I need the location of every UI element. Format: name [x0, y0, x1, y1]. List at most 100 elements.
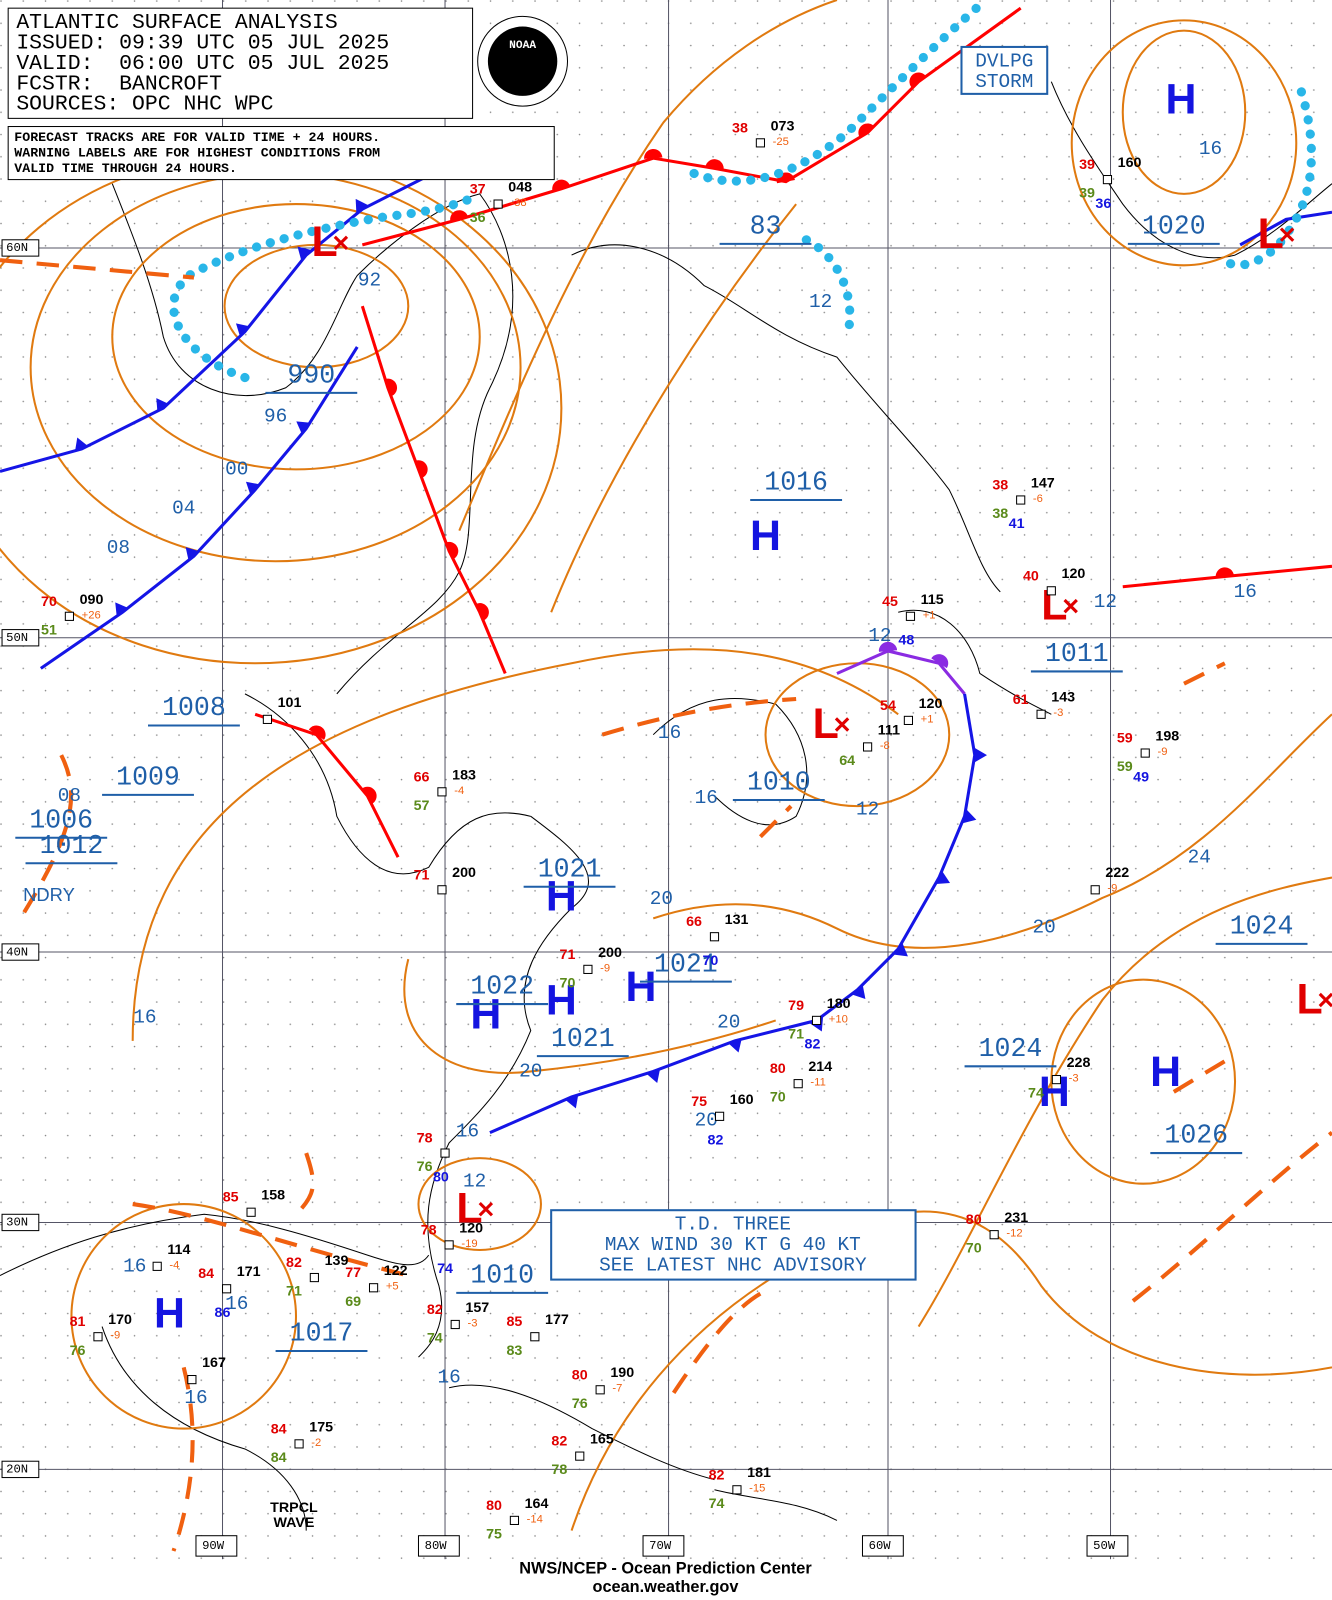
- station-temp: 61: [1013, 692, 1029, 708]
- station-extra: 82: [708, 1133, 724, 1149]
- station-temp: 80: [770, 1061, 786, 1077]
- station-pressure: 073: [771, 118, 795, 134]
- isobar-label: 16: [1234, 581, 1257, 603]
- station: [583, 964, 593, 974]
- station-pressure: 120: [1062, 566, 1086, 582]
- station: [793, 1079, 803, 1089]
- station-dew: 78: [551, 1462, 567, 1478]
- station-tendency: -3: [467, 1317, 477, 1329]
- pressure-label: 1021: [551, 1024, 615, 1054]
- station: [862, 742, 873, 752]
- isobar-label: 08: [107, 537, 130, 559]
- station-dew: 74: [1028, 1086, 1044, 1102]
- station-tendency: -3: [1053, 707, 1063, 719]
- isobar-label: 16: [184, 1387, 207, 1409]
- isobar-label: 20: [717, 1012, 740, 1034]
- station: [444, 1240, 454, 1250]
- isobar-label: 16: [456, 1121, 479, 1143]
- station: [368, 1283, 379, 1293]
- pressure-label: 1020: [1142, 212, 1206, 242]
- station-tendency: -11: [810, 1077, 825, 1089]
- lon-label-box: [1086, 1535, 1129, 1557]
- station: [64, 611, 74, 621]
- lat-label: 30N: [6, 1216, 28, 1230]
- station-temp: 85: [223, 1190, 239, 1206]
- station-pressure: 165: [590, 1432, 614, 1448]
- station-extra: 82: [805, 1037, 821, 1053]
- station-dew: 39: [1079, 186, 1095, 202]
- station-temp: 38: [992, 477, 1008, 493]
- isobar-label: 20: [650, 888, 673, 910]
- station: [437, 787, 447, 797]
- pressure-label: 1016: [764, 468, 828, 498]
- station-dew: 71: [286, 1284, 302, 1300]
- station: [437, 885, 447, 895]
- lon-label-box: [861, 1535, 904, 1557]
- station: [1140, 748, 1150, 758]
- lon-label-box: [417, 1535, 460, 1557]
- station-dew: 83: [506, 1343, 522, 1359]
- station-temp: 70: [41, 594, 57, 610]
- station: [903, 715, 914, 725]
- station: [595, 1385, 605, 1395]
- header-line: SOURCES: OPC NHC WPC: [16, 93, 273, 117]
- station: [309, 1272, 319, 1283]
- station-pressure: 139: [325, 1253, 349, 1269]
- station: [755, 138, 766, 148]
- station-pressure: 200: [452, 865, 476, 881]
- lat-label-box: [1, 1213, 40, 1232]
- isobar-label: 16: [658, 722, 681, 744]
- station-pressure: 160: [730, 1092, 754, 1108]
- station: [1051, 1075, 1062, 1085]
- pressure-label: 1026: [1164, 1121, 1228, 1151]
- station-dew: 71: [788, 1026, 804, 1042]
- lat-label: 20N: [6, 1463, 28, 1477]
- isobar-label: 12: [463, 1171, 486, 1193]
- station-dew: 69: [345, 1294, 361, 1310]
- pressure-label: 83: [750, 212, 782, 242]
- isobar-label: 20: [519, 1061, 542, 1083]
- isobar-label: 04: [172, 497, 195, 519]
- station-dew: 36: [470, 210, 486, 226]
- pressure-label: 1010: [747, 768, 811, 798]
- lat-label-box: [1, 629, 40, 647]
- station-tendency: -9: [110, 1330, 120, 1342]
- lon-label: 50W: [1093, 1539, 1116, 1553]
- station-pressure: 158: [261, 1188, 285, 1204]
- station-pressure: 111: [878, 722, 900, 738]
- note: NDRY: [23, 884, 75, 905]
- station-extra: 80: [433, 1169, 449, 1185]
- isobar-label: 08: [58, 785, 81, 807]
- station-temp: 59: [1117, 731, 1133, 747]
- lon-label: 80W: [425, 1539, 448, 1553]
- station-pressure: 167: [202, 1355, 226, 1371]
- notice-line: VALID TIME THROUGH 24 HOURS.: [14, 161, 237, 176]
- station: [714, 1111, 725, 1121]
- pressure-label: 1006: [29, 805, 93, 835]
- station: [732, 1485, 742, 1495]
- station: [1102, 175, 1113, 185]
- station-tendency: -4: [169, 1259, 179, 1271]
- low-x: [1063, 598, 1078, 614]
- pressure-label: 1024: [979, 1034, 1043, 1064]
- pressure-label: 1017: [290, 1319, 354, 1349]
- station-temp: 38: [732, 120, 748, 136]
- low-x: [1318, 992, 1332, 1008]
- station-pressure: 160: [1118, 155, 1142, 171]
- station: [709, 932, 720, 942]
- station: [1016, 495, 1026, 505]
- low-center: L: [1296, 975, 1322, 1023]
- lon-label: 90W: [202, 1539, 225, 1553]
- logo-text: NOAA: [509, 40, 536, 52]
- high-center: H: [154, 1290, 185, 1338]
- pressure-label: 1012: [40, 831, 104, 861]
- lat-label: 40N: [6, 945, 28, 959]
- low-x: [478, 1201, 494, 1217]
- pressure-label: 1010: [470, 1261, 534, 1291]
- isobar-label: 20: [1033, 917, 1056, 939]
- lon-label-box: [195, 1535, 238, 1557]
- station-pressure: 115: [921, 592, 944, 608]
- station: [246, 1207, 256, 1217]
- station-dew: 75: [486, 1526, 502, 1542]
